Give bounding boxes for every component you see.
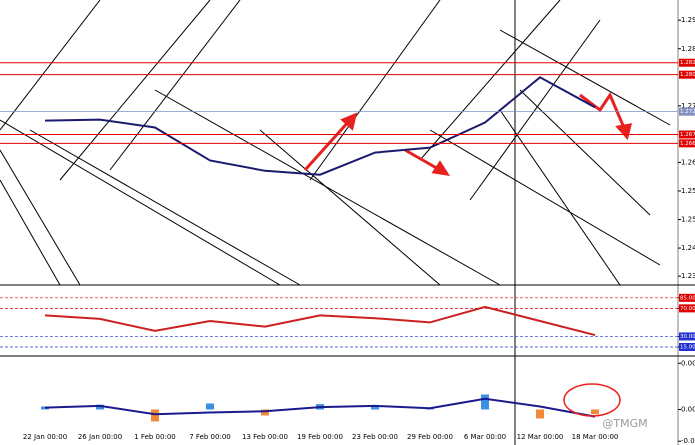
- x-tick-label: 7 Feb 00:00: [189, 433, 230, 441]
- y-tick-label: 15.0000: [680, 344, 695, 350]
- level-box: [679, 293, 695, 302]
- x-tick-label: 19 Feb 00:00: [297, 433, 343, 441]
- bar: [591, 409, 599, 415]
- y-tick-label: 1.27370: [681, 102, 695, 110]
- y-tick-label: 30.0000: [680, 334, 695, 340]
- trend-lines: [0, 0, 671, 445]
- highlight-circle: [563, 383, 621, 417]
- x-tick-label: 26 Jan 00:00: [78, 433, 122, 441]
- bar: [261, 409, 269, 416]
- y-tick-label: 1.28530: [681, 45, 695, 53]
- level-box: [679, 304, 695, 313]
- current-price-label: 1.27252: [680, 109, 695, 115]
- level-label: 1.26608: [680, 141, 695, 147]
- bar: [481, 394, 489, 410]
- level-box: [679, 58, 695, 67]
- bar: [206, 403, 214, 410]
- y-tick-label: 85.0000: [680, 295, 695, 301]
- level-box: [679, 139, 695, 148]
- y-tick-label: 1.23910: [681, 272, 695, 280]
- bar: [96, 404, 104, 410]
- y-tick-label: 1.26220: [681, 158, 695, 166]
- series-line: [44, 397, 596, 418]
- y-tick-label: 0.00: [681, 405, 695, 413]
- y-tick-label: 1.24480: [681, 244, 695, 252]
- x-tick-label: 18 Mar 00:00: [572, 433, 619, 441]
- level-box: [679, 130, 695, 139]
- x-tick-label: 12 Mar 00:00: [517, 433, 564, 441]
- bar: [151, 409, 159, 422]
- x-tick-label: 29 Feb 00:00: [407, 433, 453, 441]
- level-label: 1.26788: [680, 132, 695, 138]
- level-box: [679, 70, 695, 79]
- x-tick-label: 1 Feb 00:00: [134, 433, 175, 441]
- level-box: [679, 332, 695, 341]
- y-tick-label: 1.25060: [681, 216, 695, 224]
- bar: [536, 409, 544, 419]
- series-line: [44, 305, 596, 337]
- bar: [371, 407, 379, 410]
- current-price-box: [679, 107, 695, 116]
- y-tick-label: 70.0000: [680, 306, 695, 312]
- level-label: 1.28246: [680, 60, 695, 66]
- x-tick-label: 6 Mar 00:00: [464, 433, 506, 441]
- annotation-arrows: [303, 91, 633, 176]
- x-tick-label: 22 Jan 00:00: [23, 433, 67, 441]
- series-line: [44, 76, 596, 176]
- level-box: [679, 342, 695, 351]
- x-tick-label: 13 Feb 00:00: [242, 433, 288, 441]
- watermark: @TMGM: [602, 417, 647, 430]
- y-tick-label: 1.25640: [681, 187, 695, 195]
- x-tick-label: 23 Feb 00:00: [352, 433, 398, 441]
- y-tick-label: 1.29111: [681, 16, 695, 24]
- y-tick-label: -0.0053004: [681, 437, 695, 445]
- level-label: 1.28003: [680, 72, 695, 78]
- y-tick-label: 0.0077204: [681, 359, 695, 367]
- bar: [41, 406, 49, 410]
